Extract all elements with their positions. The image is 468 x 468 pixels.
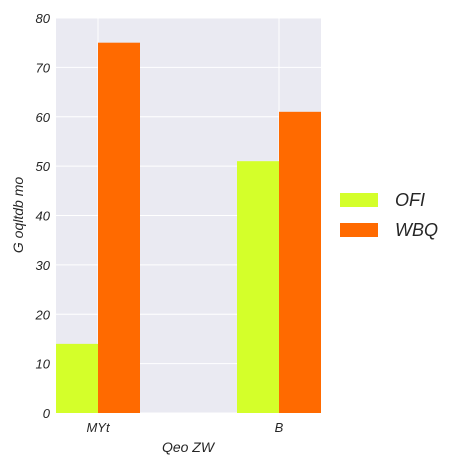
- bar-wbq-b: [279, 111, 321, 413]
- x-axis-ticks: MYt B: [86, 420, 283, 435]
- legend: OFI WBQ: [340, 190, 438, 240]
- x-axis-label: Qeo ZW: [162, 439, 216, 455]
- x-tick-label: B: [275, 420, 284, 435]
- bar-ofi-b: [237, 161, 279, 413]
- y-tick-label: 40: [36, 209, 51, 224]
- y-axis-ticks: 0 10 20 30 40 50 60 70 80: [35, 11, 51, 421]
- y-tick-label: 0: [43, 406, 51, 421]
- y-tick-label: 80: [36, 11, 51, 26]
- bar-wbq-myt: [98, 42, 140, 413]
- legend-swatch-ofi: [340, 193, 378, 207]
- y-tick-label: 70: [36, 60, 51, 75]
- legend-swatch-wbq: [340, 223, 378, 237]
- y-tick-label: 10: [36, 357, 51, 372]
- y-axis-label: G oqltdb mo: [10, 177, 26, 253]
- x-tick-label: MYt: [86, 420, 111, 435]
- y-tick-label: 20: [35, 307, 51, 322]
- y-tick-label: 50: [36, 159, 51, 174]
- bars: [56, 42, 321, 413]
- y-tick-label: 30: [36, 258, 51, 273]
- legend-label-wbq: WBQ: [395, 220, 438, 240]
- legend-label-ofi: OFI: [395, 190, 425, 210]
- y-tick-label: 60: [36, 110, 51, 125]
- bar-ofi-myt: [56, 343, 98, 413]
